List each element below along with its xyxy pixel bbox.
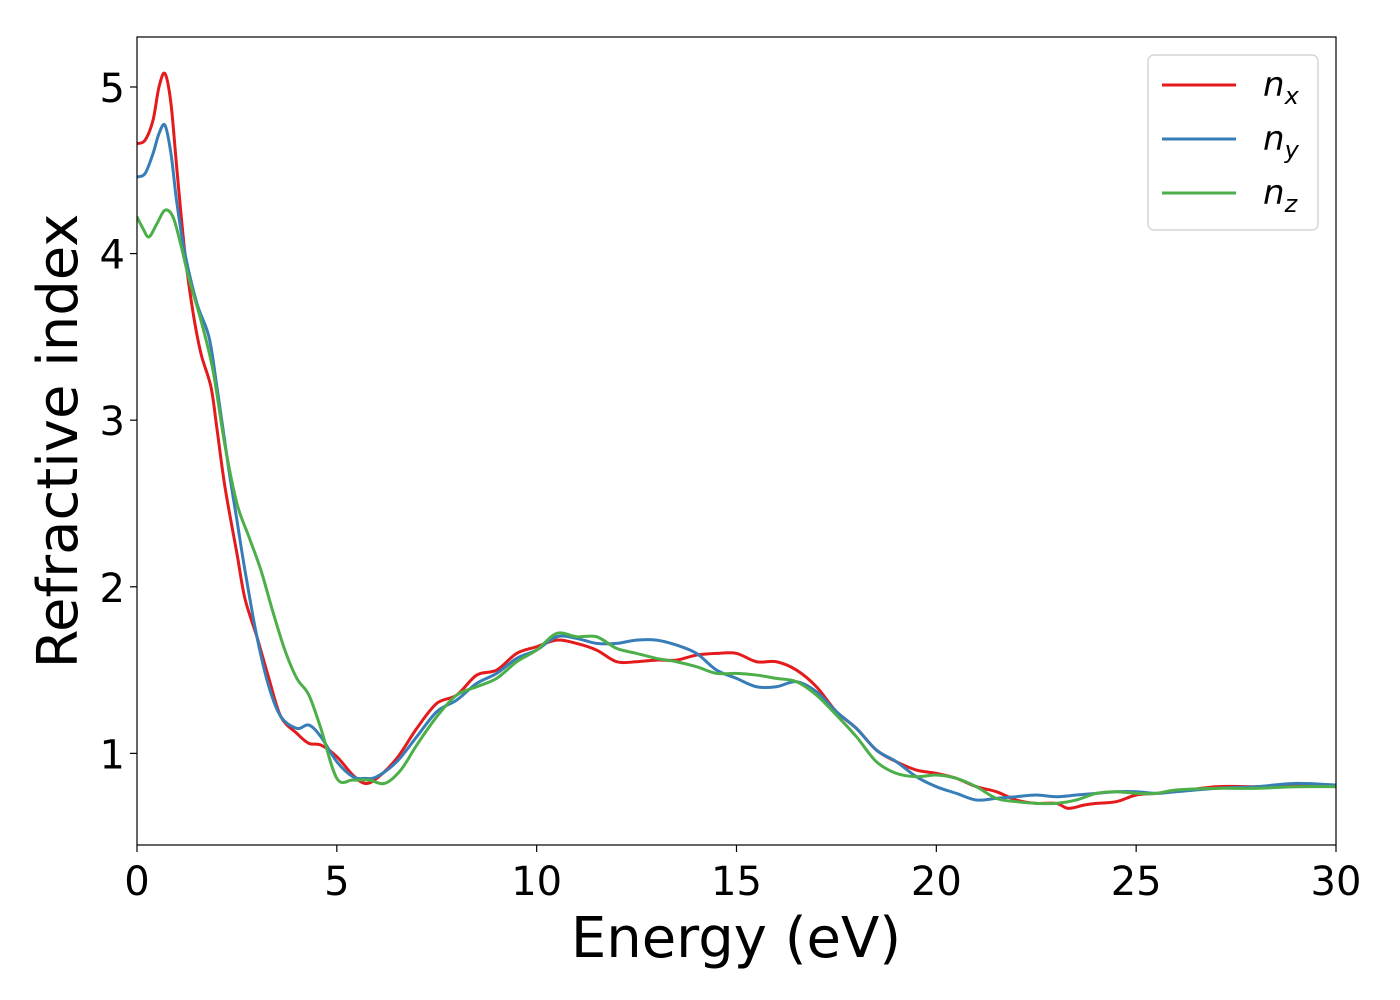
y-axis-ticks: 1 2 3 4 5 xyxy=(100,66,137,778)
y-tick-label: 1 xyxy=(100,732,125,778)
x-axis-label: Energy (eV) xyxy=(571,906,901,971)
x-tick-label: 10 xyxy=(511,859,562,905)
y-tick-label: 2 xyxy=(100,566,125,612)
legend-box xyxy=(1147,54,1319,231)
series-line-nz xyxy=(137,208,1336,806)
legend-label-nx: nx xyxy=(1263,65,1300,110)
legend-label-ny: ny xyxy=(1263,119,1300,164)
x-tick-label: 0 xyxy=(124,859,149,905)
legend: nx ny nz xyxy=(1147,54,1319,231)
plot-lines xyxy=(137,71,1336,810)
x-tick-label: 15 xyxy=(711,859,762,905)
x-tick-label: 30 xyxy=(1311,859,1362,905)
x-tick-label: 5 xyxy=(324,859,349,905)
y-tick-label: 4 xyxy=(100,233,125,279)
legend-label-nz: nz xyxy=(1263,173,1299,218)
x-tick-label: 20 xyxy=(911,859,962,905)
x-tick-label: 25 xyxy=(1111,859,1162,905)
y-tick-label: 3 xyxy=(100,399,125,445)
y-axis-label: Refractive index xyxy=(26,214,91,669)
x-axis-ticks: 0 5 10 15 20 25 30 xyxy=(124,845,1361,905)
y-tick-label: 5 xyxy=(100,66,125,112)
